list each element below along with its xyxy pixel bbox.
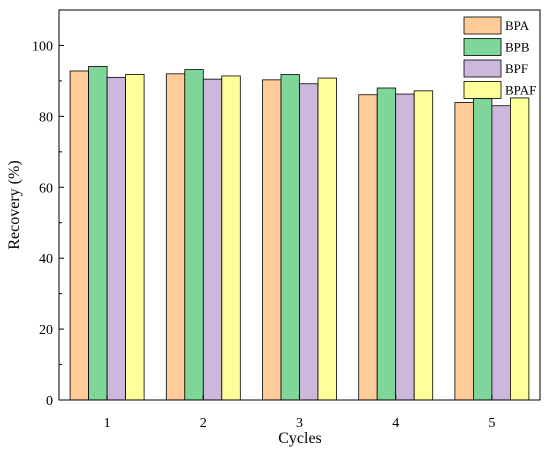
bar-bpf-cycle-2 [202,78,223,401]
bar-bpaf-cycle-4 [413,90,434,401]
bar-bpb-cycle-4 [376,87,397,401]
x-tick-label: 4 [392,416,399,431]
bar-bpb-cycle-2 [184,69,204,401]
bar-bpb-cycle-3 [280,74,300,401]
x-tick-label: 2 [200,416,207,431]
x-axis-label: Cycles [278,430,322,447]
bar-bpa-cycle-2 [165,73,186,401]
x-axis-ticks: 1 2 3 4 5 [104,395,495,431]
bar-bpaf-cycle-2 [221,75,241,401]
bar-bpa-cycle-3 [262,79,282,401]
bar-bpf-cycle-1 [106,76,126,401]
y-tick-label: 60 [39,181,53,196]
bar-bpa-cycle-4 [358,94,378,401]
y-tick-label: 20 [39,323,53,338]
bar-bpaf-cycle-1 [125,74,145,401]
legend-swatch-bpb [463,38,502,56]
bar-bpa-cycle-5 [454,102,474,401]
legend-swatch-bpa [463,16,502,35]
x-tick-label: 5 [488,416,495,431]
bars-group [69,65,530,401]
bar-bpb-cycle-1 [88,65,108,401]
bar-bpf-cycle-4 [395,93,415,401]
legend: BPA BPB BPF BPAF [463,16,536,99]
legend-swatch-bpaf [463,81,502,99]
bar-bpaf-cycle-5 [509,97,530,401]
y-tick-label: 100 [32,39,53,54]
y-tick-label: 40 [39,252,53,267]
bar-bpf-cycle-3 [299,83,319,401]
y-axis-label: Recovery (%) [6,160,23,249]
bar-bpa-cycle-1 [69,70,89,401]
legend-label-bpa: BPA [505,18,530,33]
bar-bpb-cycle-5 [472,98,493,401]
y-axis-ticks: 0 20 40 60 80 100 [32,39,64,409]
legend-label-bpb: BPB [505,40,530,55]
bar-bpaf-cycle-3 [317,77,337,401]
bar-bpf-cycle-5 [491,105,511,401]
x-tick-label: 3 [296,416,303,431]
legend-swatch-bpf [463,59,502,78]
y-tick-label: 80 [39,110,53,125]
legend-label-bpf: BPF [505,61,528,76]
legend-label-bpaf: BPAF [505,83,536,98]
x-tick-label: 1 [104,416,111,431]
y-tick-label: 0 [46,394,53,409]
